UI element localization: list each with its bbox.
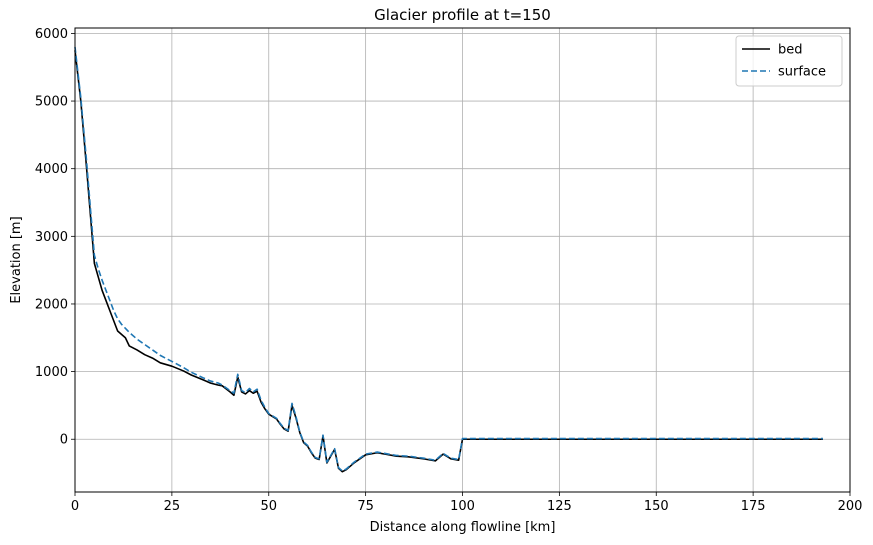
x-tick-label: 150 xyxy=(644,499,669,514)
x-tick-label: 175 xyxy=(741,499,766,514)
x-tick-label: 50 xyxy=(260,499,277,514)
y-tick-label: 3000 xyxy=(35,230,68,245)
chart-title: Glacier profile at t=150 xyxy=(374,6,551,24)
x-tick-label: 75 xyxy=(357,499,374,514)
grid xyxy=(74,28,851,492)
ticks: 0 25 50 75 100 125 150 175 200010002000300040005… xyxy=(35,27,863,514)
legend-label-surface: surface xyxy=(778,65,826,80)
x-tick-label: 0 xyxy=(71,499,79,514)
series-line-surface xyxy=(74,46,823,472)
series-line-bed xyxy=(74,50,823,473)
series-layer xyxy=(74,46,823,473)
y-tick-label: 2000 xyxy=(35,297,68,312)
y-tick-label: 5000 xyxy=(35,95,68,110)
x-tick-label: 100 xyxy=(450,499,475,514)
x-tick-label: 200 xyxy=(838,499,863,514)
y-tick-label: 4000 xyxy=(35,162,68,177)
x-tick-label: 125 xyxy=(547,499,572,514)
legend: bed surface xyxy=(735,35,843,87)
legend-label-bed: bed xyxy=(778,43,803,58)
x-axis-label: Distance along flowline [km] xyxy=(370,520,556,535)
y-axis-label: Elevation [m] xyxy=(9,216,24,303)
y-tick-label: 6000 xyxy=(35,27,68,42)
y-tick-label: 1000 xyxy=(35,365,68,380)
y-tick-label: 0 xyxy=(60,433,68,448)
x-tick-label: 25 xyxy=(164,499,181,514)
